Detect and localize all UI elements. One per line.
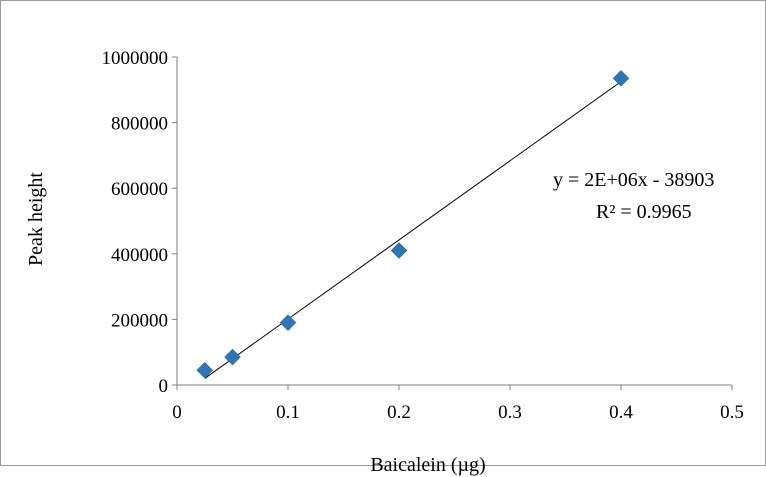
x-tick-label: 0.4 (609, 402, 633, 423)
data-point (224, 348, 241, 366)
trendline (204, 81, 622, 379)
x-axis-title: Baicalein (µg) (370, 454, 485, 476)
y-tick-label: 800000 (111, 114, 168, 135)
x-tick-label: 0.1 (276, 402, 300, 423)
equation-label: y = 2E+06x - 38903 (553, 169, 714, 191)
data-point (279, 314, 297, 332)
x-tick-label: 0 (172, 402, 182, 423)
y-tick-labels: 0 200000 400000 600000 800000 1000000 (102, 48, 169, 397)
data-points (196, 69, 630, 379)
y-tick-label: 1000000 (102, 48, 169, 69)
data-point (612, 69, 630, 87)
y-axis-title: Peak height (25, 172, 47, 266)
x-tick-label: 0.5 (720, 402, 744, 423)
x-tick-label: 0.2 (387, 402, 411, 423)
x-tick-label: 0.3 (498, 402, 522, 423)
y-tick-label: 600000 (111, 179, 168, 200)
chart-border (0, 0, 766, 466)
y-tick-label: 200000 (111, 310, 168, 331)
y-tick-label: 0 (159, 376, 169, 397)
axis-tick-marks (172, 56, 733, 390)
r-squared-label: R² = 0.9965 (596, 201, 692, 223)
y-tick-label: 400000 (111, 245, 168, 266)
x-tick-labels: 0 0.1 0.2 0.3 0.4 0.5 (172, 402, 744, 423)
data-point (196, 361, 214, 379)
data-point (390, 242, 408, 259)
